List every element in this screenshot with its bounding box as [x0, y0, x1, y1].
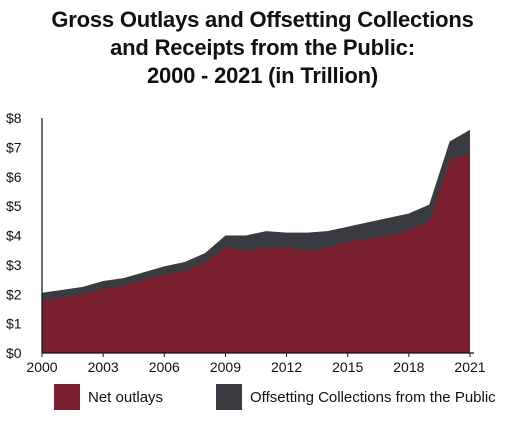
x-tick-label: 2006: [149, 359, 180, 375]
x-tick-label: 2003: [88, 359, 119, 375]
legend-item-net-outlays: Net outlays: [54, 384, 163, 410]
legend-item-offsetting: Offsetting Collections from the Public: [216, 384, 496, 410]
series-area-net-outlays: [42, 153, 470, 353]
y-tick-label: $2: [6, 286, 22, 302]
y-tick-label: $8: [6, 110, 22, 126]
y-tick-label: $4: [6, 228, 22, 244]
chart-title-line-2: and Receipts from the Public:: [110, 35, 415, 60]
legend-label-net-outlays: Net outlays: [88, 388, 164, 406]
chart-title-line-3: 2000 - 2021 (in Trillion): [147, 63, 378, 88]
y-tick-label: $0: [6, 345, 22, 361]
chart-legend: Net outlays Offsetting Collections from …: [0, 380, 525, 414]
legend-swatch-net-outlays: [54, 384, 80, 410]
legend-swatch-offsetting: [216, 384, 242, 410]
x-tick-label: 2012: [271, 359, 302, 375]
legend-label-offsetting: Offsetting Collections from the Public: [250, 388, 496, 406]
y-tick-label: $7: [6, 139, 22, 155]
chart-title: Gross Outlays and Offsetting Collections…: [0, 6, 525, 90]
y-tick-label: $1: [6, 316, 22, 332]
y-tick-label: $5: [6, 198, 22, 214]
x-tick-label: 2009: [210, 359, 241, 375]
y-tick-label: $3: [6, 257, 22, 273]
x-tick-label: 2000: [26, 359, 57, 375]
chart-title-line-1: Gross Outlays and Offsetting Collections: [51, 7, 474, 32]
y-tick-label: $6: [6, 169, 22, 185]
x-tick-label: 2015: [332, 359, 363, 375]
x-tick-label: 2021: [454, 359, 485, 375]
x-tick-label: 2018: [393, 359, 424, 375]
